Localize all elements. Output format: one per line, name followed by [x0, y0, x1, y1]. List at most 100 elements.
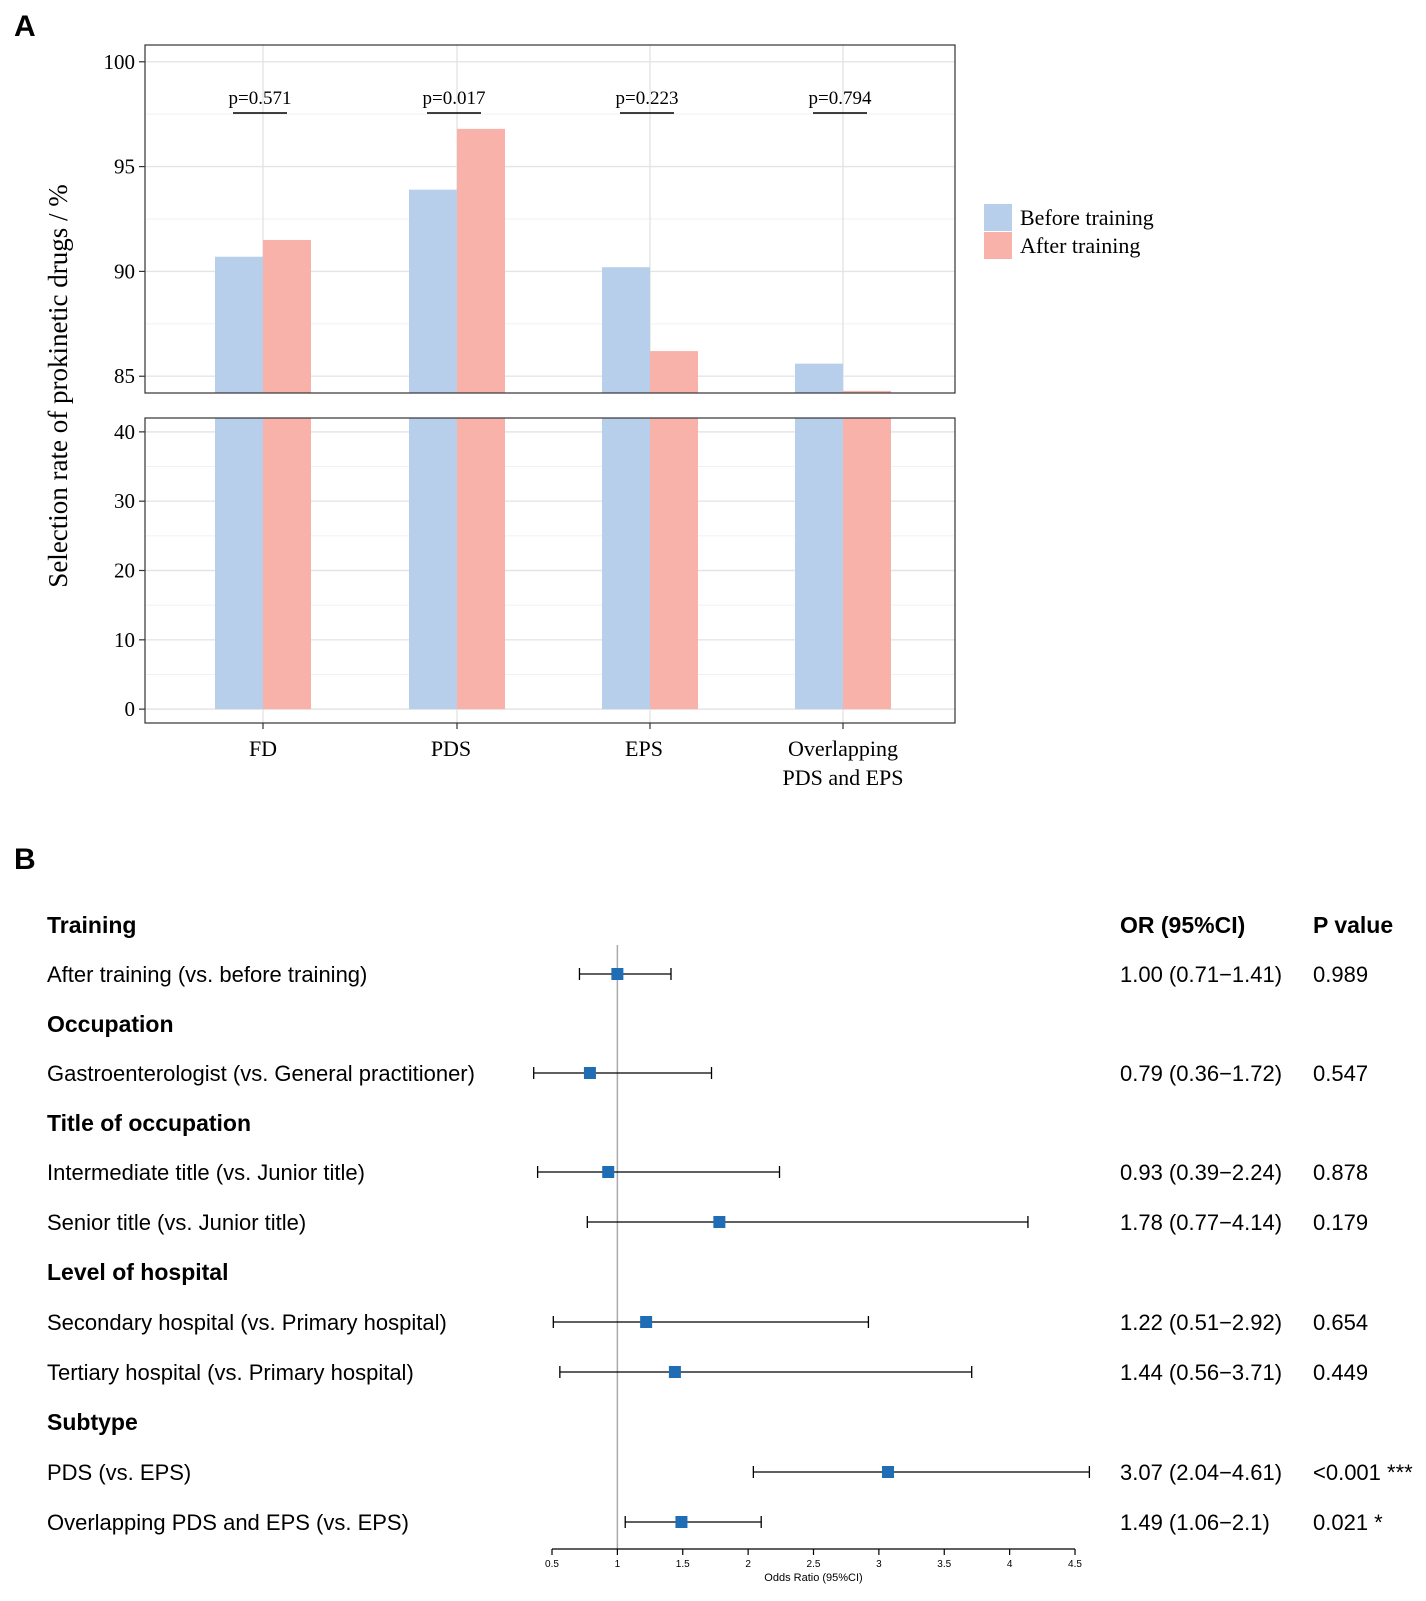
- row-label: Intermediate title (vs. Junior title): [47, 1160, 365, 1185]
- p-value-label: p=0.017: [423, 88, 486, 109]
- row-label: After training (vs. before training): [47, 962, 367, 987]
- group-header: Subtype: [47, 1409, 138, 1435]
- forest-tick-label: 1.5: [676, 1559, 690, 1570]
- legend-swatch-1: [984, 232, 1012, 259]
- x-axis-labels: FD PDS EPS Overlapping PDS and EPS: [249, 723, 904, 790]
- p-value: <0.001 ***: [1313, 1460, 1413, 1485]
- x-category-label: FD: [249, 736, 277, 761]
- y-axis-label: Selection rate of prokinetic drugs / %: [43, 184, 73, 587]
- lower-tick-label: 0: [125, 697, 136, 721]
- forest-x-axis-label: Odds Ratio (95%CI): [764, 1572, 862, 1584]
- or-ci-value: 1.49 (1.06−2.1): [1120, 1510, 1270, 1535]
- row-label: Overlapping PDS and EPS (vs. EPS): [47, 1510, 409, 1535]
- forest-tick-label: 2.5: [807, 1559, 821, 1570]
- or-marker: [675, 1516, 688, 1528]
- legend: Before training After training: [984, 204, 1154, 259]
- p-column-header: P value: [1313, 912, 1393, 938]
- lower-tick-label: 30: [114, 489, 135, 513]
- forest-tick-label: 3.5: [937, 1559, 951, 1570]
- legend-label-0: Before training: [1020, 205, 1154, 230]
- bar-before-upper-1: [409, 189, 457, 393]
- forest-x-axis: 0.5 1 1.5 2 2.5 3 3.5 4 4.5: [545, 1548, 1082, 1570]
- x-category-label: PDS: [431, 736, 471, 761]
- lower-tick-label: 20: [114, 559, 135, 583]
- or-marker: [640, 1316, 653, 1328]
- p-value-label: p=0.794: [809, 88, 872, 109]
- bar-after-lower-3: [843, 418, 891, 710]
- p-value: 0.021 *: [1313, 1510, 1383, 1535]
- forest-plot: OR (95%CI) P value Training After trainin…: [47, 912, 1413, 1584]
- bar-after-lower-1: [457, 418, 505, 710]
- upper-tick-label: 90: [114, 259, 135, 283]
- p-value-label: p=0.223: [616, 88, 679, 109]
- or-ci-value: 0.79 (0.36−1.72): [1120, 1061, 1282, 1086]
- or-marker: [713, 1216, 726, 1228]
- or-marker: [611, 968, 624, 980]
- x-category-label: EPS: [625, 736, 663, 761]
- upper-tick-label: 85: [114, 364, 135, 388]
- or-ci-value: 1.22 (0.51−2.92): [1120, 1310, 1282, 1335]
- bar-before-lower-2: [602, 418, 650, 710]
- forest-tick-label: 4.5: [1068, 1559, 1082, 1570]
- group-header: Occupation: [47, 1011, 174, 1037]
- x-category-label: Overlapping: [788, 736, 898, 761]
- p-value: 0.878: [1313, 1160, 1368, 1185]
- bar-after-upper-1: [457, 128, 505, 394]
- bar-series: [215, 128, 891, 710]
- bar-after-lower-2: [650, 418, 698, 710]
- y-axis-ticks: 85 90 95 100 0 10 20 30 40: [104, 50, 145, 721]
- or-marker: [583, 1067, 596, 1079]
- or-ci-value: 1.00 (0.71−1.41): [1120, 962, 1282, 987]
- bar-after-upper-3: [843, 390, 891, 393]
- bar-after-lower-0: [263, 418, 311, 710]
- p-value-annotations: p=0.571 p=0.017 p=0.223 p=0.794: [229, 88, 872, 114]
- forest-rows: Training After training (vs. before train…: [47, 912, 1413, 1535]
- bar-after-upper-0: [263, 239, 311, 393]
- bar-before-lower-1: [409, 418, 457, 710]
- group-header: Level of hospital: [47, 1259, 228, 1285]
- p-value: 0.547: [1313, 1061, 1368, 1086]
- or-marker: [882, 1466, 895, 1478]
- bar-before-lower-3: [795, 418, 843, 710]
- bar-after-upper-2: [650, 351, 698, 393]
- panel-a-letter: A: [14, 10, 36, 43]
- lower-tick-label: 40: [114, 420, 135, 444]
- bar-before-upper-3: [795, 363, 843, 393]
- group-header: Title of occupation: [47, 1110, 251, 1136]
- bar-before-upper-0: [215, 256, 263, 393]
- upper-tick-label: 100: [104, 50, 136, 74]
- upper-tick-label: 95: [114, 155, 135, 179]
- bar-chart: 85 90 95 100 0 10 20 30 40 FD PDS EPS Overlapping PD…: [43, 44, 1154, 790]
- p-value: 0.449: [1313, 1360, 1368, 1385]
- panel-b-letter: B: [14, 843, 36, 876]
- row-label: Tertiary hospital (vs. Primary hospital): [47, 1360, 414, 1385]
- or-marker: [668, 1366, 681, 1378]
- or-ci-value: 0.93 (0.39−2.24): [1120, 1160, 1282, 1185]
- x-category-label: PDS and EPS: [782, 765, 903, 790]
- p-value: 0.654: [1313, 1310, 1368, 1335]
- forest-tick-label: 4: [1007, 1559, 1013, 1570]
- forest-tick-label: 0.5: [545, 1559, 559, 1570]
- p-value: 0.179: [1313, 1210, 1368, 1235]
- bar-before-upper-2: [602, 267, 650, 393]
- p-value-label: p=0.571: [229, 88, 292, 109]
- or-ci-value: 1.78 (0.77−4.14): [1120, 1210, 1282, 1235]
- or-ci-value: 1.44 (0.56−3.71): [1120, 1360, 1282, 1385]
- legend-swatch-0: [984, 204, 1012, 231]
- legend-label-1: After training: [1020, 233, 1140, 258]
- p-value: 0.989: [1313, 962, 1368, 987]
- row-label: Gastroenterologist (vs. General practiti…: [47, 1061, 475, 1086]
- forest-tick-label: 3: [876, 1559, 882, 1570]
- forest-tick-label: 2: [745, 1559, 751, 1570]
- row-label: PDS (vs. EPS): [47, 1460, 191, 1485]
- row-label: Secondary hospital (vs. Primary hospital…: [47, 1310, 447, 1335]
- row-label: Senior title (vs. Junior title): [47, 1210, 306, 1235]
- or-marker: [602, 1166, 615, 1178]
- or-column-header: OR (95%CI): [1120, 912, 1245, 938]
- upper-panel-frame: [144, 44, 956, 394]
- lower-tick-label: 10: [114, 628, 135, 652]
- group-header: Training: [47, 912, 136, 938]
- bar-before-lower-0: [215, 418, 263, 710]
- forest-tick-label: 1: [615, 1559, 621, 1570]
